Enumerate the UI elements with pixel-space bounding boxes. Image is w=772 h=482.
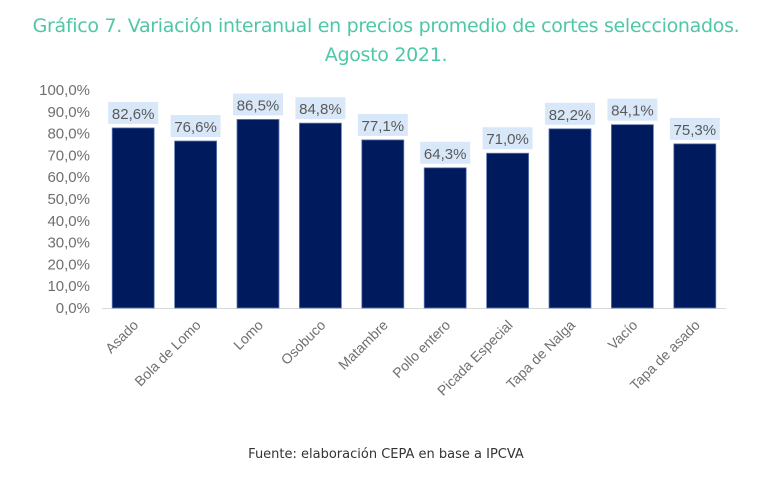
y-tick-label: 0,0% bbox=[56, 300, 90, 317]
y-tick-label: 100,0% bbox=[39, 82, 90, 99]
y-tick-label: 60,0% bbox=[47, 169, 90, 186]
data-label: 76,6% bbox=[174, 119, 217, 136]
bar bbox=[361, 139, 405, 309]
data-label: 77,1% bbox=[362, 118, 405, 135]
y-tick-label: 70,0% bbox=[47, 147, 90, 164]
data-label: 82,2% bbox=[549, 107, 592, 124]
bar bbox=[486, 152, 530, 309]
x-tick-label: Osobuco bbox=[278, 317, 329, 368]
y-tick-label: 10,0% bbox=[47, 278, 90, 295]
data-label: 82,6% bbox=[112, 106, 155, 123]
y-tick-label: 20,0% bbox=[47, 256, 90, 273]
y-tick-label: 30,0% bbox=[47, 235, 90, 252]
bar bbox=[423, 167, 467, 309]
x-tick-label: Asado bbox=[102, 317, 142, 357]
y-tick-label: 80,0% bbox=[47, 126, 90, 143]
data-label-background bbox=[170, 115, 221, 138]
x-tick-label: Lomo bbox=[230, 317, 266, 353]
bars bbox=[111, 119, 717, 309]
source-note: Fuente: elaboración CEPA en base a IPCVA bbox=[248, 447, 524, 462]
data-labels: 82,6% 76,6% 86,5% 84,8% 77,1% 64,3% 71,0% 82,2%… bbox=[108, 93, 720, 164]
data-label: 64,3% bbox=[424, 146, 467, 163]
bar bbox=[611, 124, 654, 309]
data-label-background bbox=[420, 141, 471, 164]
data-label-background bbox=[233, 93, 283, 116]
y-tick-label: 40,0% bbox=[47, 213, 90, 230]
x-tick-label: Matambre bbox=[335, 317, 391, 373]
data-label: 86,5% bbox=[237, 97, 280, 114]
data-label-background bbox=[669, 117, 720, 140]
bar bbox=[298, 122, 342, 309]
data-label-background bbox=[108, 101, 159, 124]
data-label-background bbox=[482, 127, 533, 150]
data-label: 84,8% bbox=[299, 101, 342, 118]
data-label: 75,3% bbox=[674, 122, 717, 139]
chart-title: Gráfico 7. Variación interanual en preci… bbox=[0, 12, 772, 70]
x-tick-label: Vacío bbox=[605, 317, 641, 353]
bar bbox=[673, 143, 717, 309]
bar bbox=[236, 119, 280, 309]
x-tick-label: Bola de Lomo bbox=[131, 317, 204, 390]
bar bbox=[111, 127, 155, 309]
bar bbox=[548, 128, 592, 309]
data-label-background bbox=[295, 97, 346, 120]
data-label-background bbox=[545, 102, 595, 125]
bar-chart: 0,0% 10,0% 20,0% 30,0% 40,0% 50,0% 60,0% 70,0% 8… bbox=[39, 82, 726, 399]
data-label: 84,1% bbox=[611, 103, 654, 120]
chart-title-line-1: Gráfico 7. Variación interanual en preci… bbox=[32, 15, 740, 37]
data-label-background bbox=[357, 113, 408, 136]
y-axis: 0,0% 10,0% 20,0% 30,0% 40,0% 50,0% 60,0% 70,0% 8… bbox=[39, 82, 90, 317]
x-tick-label: Pollo entero bbox=[389, 317, 453, 381]
data-label: 71,0% bbox=[486, 131, 529, 148]
y-tick-label: 50,0% bbox=[47, 191, 90, 208]
y-tick-label: 90,0% bbox=[47, 104, 90, 121]
bar bbox=[174, 140, 218, 309]
data-label-background bbox=[607, 98, 658, 121]
chart-subtitle: Agosto 2021. bbox=[324, 44, 448, 66]
